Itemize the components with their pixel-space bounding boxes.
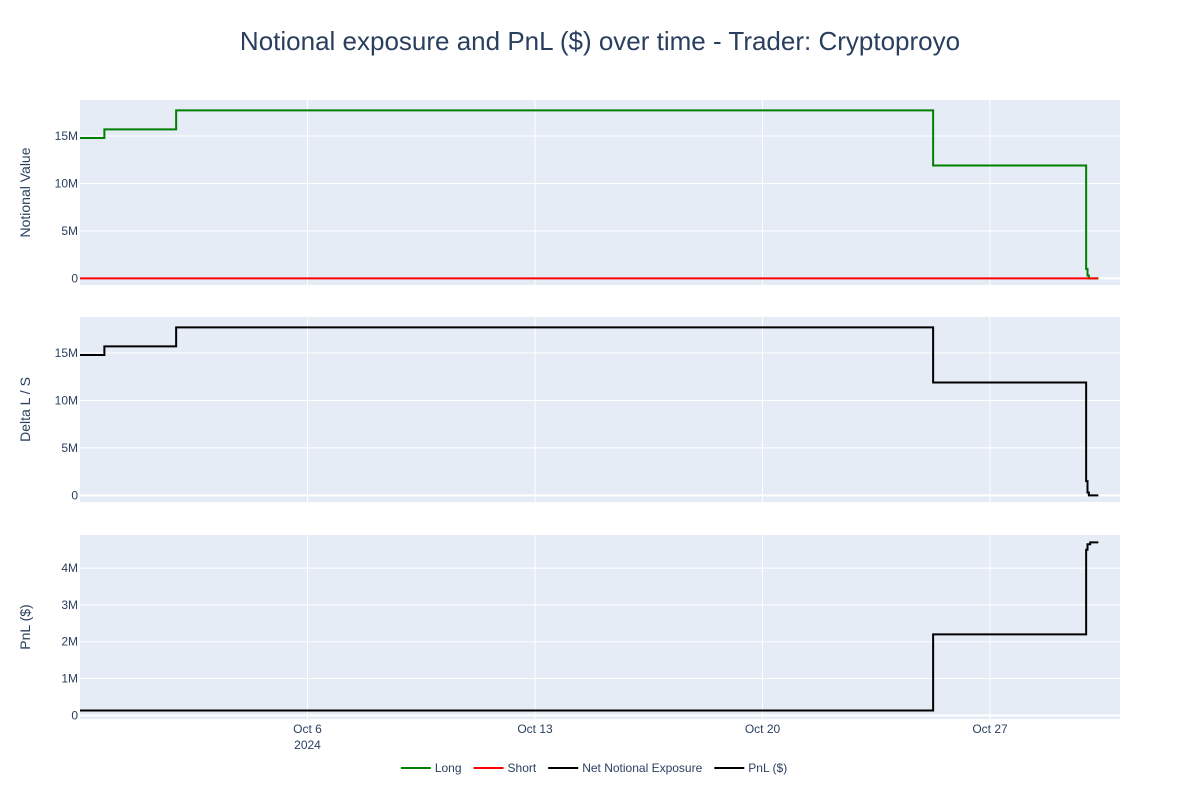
y-tick-label: 2M xyxy=(61,635,78,649)
y-tick-label: 15M xyxy=(55,346,78,360)
y-tick-label: 5M xyxy=(61,441,78,455)
series-line-net-notional-exposure xyxy=(80,326,1099,497)
y-tick-label: 10M xyxy=(55,176,78,190)
y-tick-label: 5M xyxy=(61,224,78,238)
legend-label: Long xyxy=(435,761,462,775)
plot-area xyxy=(80,317,1120,502)
legend-item-pnl[interactable]: PnL ($) xyxy=(714,761,787,775)
plot-area xyxy=(80,100,1120,285)
x-tick-label: Oct 6 xyxy=(293,722,322,736)
x-axis: Oct 6 2024 Oct 13 Oct 20 Oct 27 xyxy=(293,722,1008,752)
legend-item-net-notional-exposure[interactable]: Net Notional Exposure xyxy=(548,761,703,775)
panels: 0 5M 10M 15M Notional Value 0 5M 10M 15M Delta L … xyxy=(17,100,1120,722)
x-tick-label: Oct 20 xyxy=(745,722,781,736)
y-axis-label: PnL ($) xyxy=(17,604,33,649)
y-axis-label: Delta L / S xyxy=(17,377,33,442)
panel-2: 0 5M 10M 15M Delta L / S xyxy=(17,317,1120,502)
legend-item-short[interactable]: Short xyxy=(473,761,537,775)
plot-area xyxy=(80,535,1120,719)
legend[interactable]: Long Short Net Notional Exposure PnL ($) xyxy=(400,761,787,775)
panel-1: 0 5M 10M 15M Notional Value xyxy=(17,100,1120,285)
y-tick-label: 10M xyxy=(55,393,78,407)
y-tick-label: 1M xyxy=(61,672,78,686)
y-tick-label: 3M xyxy=(61,598,78,612)
y-axis-label: Notional Value xyxy=(17,147,33,237)
series-line-pnl xyxy=(80,541,1099,712)
legend-label: PnL ($) xyxy=(748,761,787,775)
x-tick-year-label: 2024 xyxy=(294,738,321,752)
y-tick-label: 0 xyxy=(71,488,78,502)
x-tick-label: Oct 13 xyxy=(517,722,553,736)
y-tick-label: 0 xyxy=(71,271,78,285)
y-tick-label: 0 xyxy=(71,708,78,722)
legend-label: Net Notional Exposure xyxy=(582,761,702,775)
y-tick-label: 4M xyxy=(61,561,78,575)
x-tick-label: Oct 27 xyxy=(972,722,1008,736)
legend-item-long[interactable]: Long xyxy=(400,761,462,775)
y-tick-label: 15M xyxy=(55,129,78,143)
chart-title: Notional exposure and PnL ($) over time … xyxy=(240,26,960,56)
legend-label: Short xyxy=(508,761,537,775)
series-line-long xyxy=(80,109,1099,280)
panel-3: 0 1M 2M 3M 4M PnL ($) xyxy=(17,535,1120,722)
